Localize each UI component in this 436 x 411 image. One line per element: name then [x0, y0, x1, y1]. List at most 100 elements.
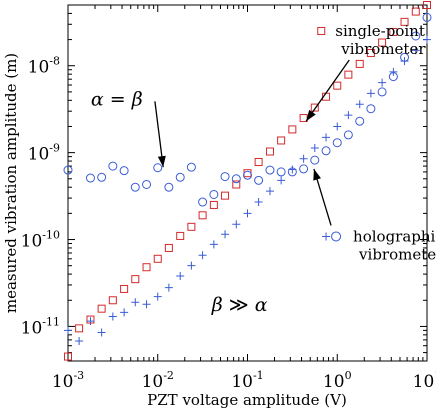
square-point [131, 275, 140, 284]
plus-point [389, 67, 398, 76]
circle-point [321, 146, 331, 156]
plus-point [232, 220, 241, 229]
y-tick-label: 10-11 [21, 315, 60, 338]
plot-area [67, 4, 428, 362]
plus-point [108, 312, 117, 321]
legend-plus-marker [322, 232, 331, 241]
circle-point [254, 175, 264, 185]
square-point [75, 324, 84, 333]
square-point [288, 125, 297, 134]
y-tick-label: 10-9 [28, 142, 60, 165]
plus-point [355, 100, 364, 109]
circle-point [332, 138, 342, 148]
plus-point [86, 317, 95, 326]
circle-point [343, 130, 353, 140]
circle-point [119, 166, 129, 176]
plus-point [310, 144, 319, 153]
annotation-arrowhead [313, 168, 321, 181]
circle-point [231, 174, 241, 184]
plus-point [277, 176, 286, 185]
plus-point [333, 122, 342, 131]
circle-point [411, 31, 421, 41]
annotation-label: single-point [335, 22, 425, 40]
annotations: single-pointvibrometerholographicvibrome… [91, 22, 436, 316]
circle-point [299, 164, 309, 174]
plus-point [243, 209, 252, 218]
square-point [400, 17, 409, 26]
square-point [142, 263, 151, 272]
square-point [120, 284, 129, 293]
square-point [64, 352, 72, 361]
square-point [366, 49, 375, 58]
circle-point [130, 182, 140, 192]
square-point [221, 191, 230, 200]
plus-point [75, 336, 84, 345]
x-tick-label: 10-2 [142, 369, 174, 392]
square-point [232, 180, 241, 189]
square-point [423, 1, 431, 9]
plus-point [221, 230, 230, 239]
data-marks [63, 1, 432, 361]
plus-point [378, 78, 387, 87]
annotation-label: vibrometer [358, 245, 436, 263]
plus-point [344, 111, 353, 120]
square-point [265, 147, 274, 156]
square-point [198, 211, 207, 220]
circle-point [186, 162, 196, 172]
circle-point [220, 172, 230, 182]
square-point [176, 231, 185, 240]
circle-point [265, 165, 275, 175]
plus-point [120, 308, 129, 317]
annotation-arrow [154, 101, 164, 168]
square-point [164, 243, 173, 252]
circle-point [310, 155, 320, 165]
annotation-math: α = β [91, 88, 143, 110]
plus-point [322, 133, 331, 142]
annotation-arrowhead [157, 155, 166, 168]
annotation-label: holographic [353, 227, 436, 245]
plus-point [187, 261, 196, 270]
square-point [378, 38, 387, 47]
circle-point [97, 172, 107, 182]
x-axis-label: PZT voltage amplitude (V) [147, 391, 347, 409]
plus-point [423, 35, 431, 44]
plus-point [198, 251, 207, 260]
square-point [209, 200, 218, 209]
x-tick-label: 100 [323, 369, 352, 392]
plus-point [209, 240, 218, 249]
plus-point [254, 198, 263, 207]
circle-point [175, 172, 185, 182]
plus-point [299, 154, 308, 163]
plus-point [176, 272, 185, 281]
plus-point [97, 328, 106, 337]
square-point [411, 7, 420, 16]
circle-point [377, 87, 387, 97]
plus-point [142, 300, 151, 309]
circle-point [355, 116, 365, 126]
circle-point [164, 182, 174, 192]
y-tick-label: 10-10 [21, 229, 60, 252]
square-point [389, 27, 398, 36]
plus-point [400, 57, 409, 66]
square-point [97, 304, 106, 313]
plus-point [64, 326, 72, 335]
circle-point [85, 173, 95, 183]
annotation-label: vibrometer [340, 40, 426, 58]
plus-point [164, 283, 173, 292]
x-tick-label: 10-1 [231, 369, 263, 392]
annotation-arrowhead [306, 109, 316, 122]
axis-tick-labels: 10-3 10-2 10-1 100 101 10-11 10-10 10-9 10-8 [21, 55, 436, 392]
y-axis-label: measured vibration amplitude (m) [2, 53, 20, 313]
square-point [254, 158, 263, 167]
circle-point [198, 197, 208, 207]
circle-point [63, 165, 73, 175]
x-tick-label: 101 [413, 369, 436, 392]
circle-point [422, 12, 432, 22]
x-tick-label: 10-3 [52, 369, 84, 392]
legend-circle-marker [331, 231, 342, 242]
square-point [187, 222, 196, 231]
circle-point [276, 167, 286, 177]
circle-point [366, 104, 376, 114]
circle-point [153, 163, 163, 173]
